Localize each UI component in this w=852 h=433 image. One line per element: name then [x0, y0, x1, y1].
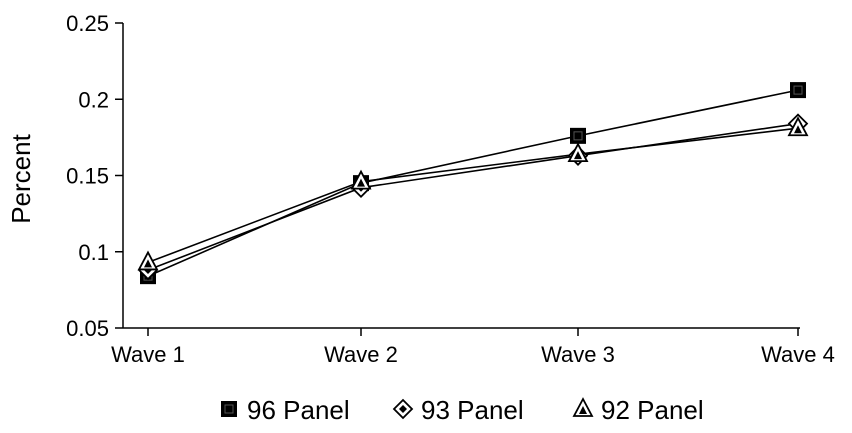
data-point-92-panel [567, 142, 589, 163]
y-axis-title: Percent [6, 133, 36, 223]
legend-label-92-panel: 92 Panel [601, 395, 704, 425]
legend-marker-92-panel [572, 397, 594, 417]
data-point-92-panel [787, 116, 809, 137]
data-point-96-panel [790, 82, 806, 99]
legend-marker-96-panel [221, 401, 237, 417]
legend-label-93-panel: 93 Panel [421, 395, 524, 425]
data-point-92-panel-inner [794, 125, 802, 134]
legend-label-96-panel: 96 Panel [247, 395, 350, 425]
data-point-92-panel [137, 250, 159, 271]
x-tick-label: Wave 3 [541, 342, 615, 367]
y-axis-ticks: 0.05 0.1 0.15 0.2 0.25 [66, 11, 123, 341]
y-tick-label: 0.25 [66, 11, 109, 36]
series-line-96-panel [147, 89, 799, 277]
series-line-92-panel [147, 127, 799, 264]
data-point-96-panel-shape [790, 82, 806, 99]
data-point-92-panel [350, 169, 372, 190]
y-tick-label: 0.15 [66, 164, 109, 189]
legend-marker-93-panel-inner [399, 405, 407, 413]
data-point-92-panel-inner [574, 151, 582, 160]
y-tick-label: 0.1 [78, 240, 109, 265]
data-point-96-panel-shape [570, 127, 586, 144]
data-point-92-panel-inner [144, 259, 152, 268]
x-tick-label: Wave 1 [111, 342, 185, 367]
legend-marker-96-panel-inner [224, 404, 234, 414]
legend-marker-93-panel [392, 398, 414, 420]
y-tick-label: 0.2 [78, 87, 109, 112]
axes [122, 23, 800, 329]
y-tick-label: 0.05 [66, 316, 109, 341]
data-point-92-panel-inner [357, 178, 365, 187]
x-tick-label: Wave 2 [324, 342, 398, 367]
legend-marker-92-panel-inner [579, 406, 587, 414]
x-axis-ticks: Wave 1 Wave 2 Wave 3 Wave 4 [111, 328, 835, 367]
legend-marker-96-panel-shape [221, 401, 237, 417]
series-line-93-panel [147, 122, 799, 271]
data-point-96-panel-inner [573, 131, 583, 141]
data-point-96-panel-inner [793, 85, 803, 95]
x-tick-label: Wave 4 [761, 342, 835, 367]
data-point-96-panel [570, 127, 586, 144]
series-layer [137, 82, 809, 285]
legend: 96 Panel 93 Panel 92 Panel [221, 395, 704, 425]
